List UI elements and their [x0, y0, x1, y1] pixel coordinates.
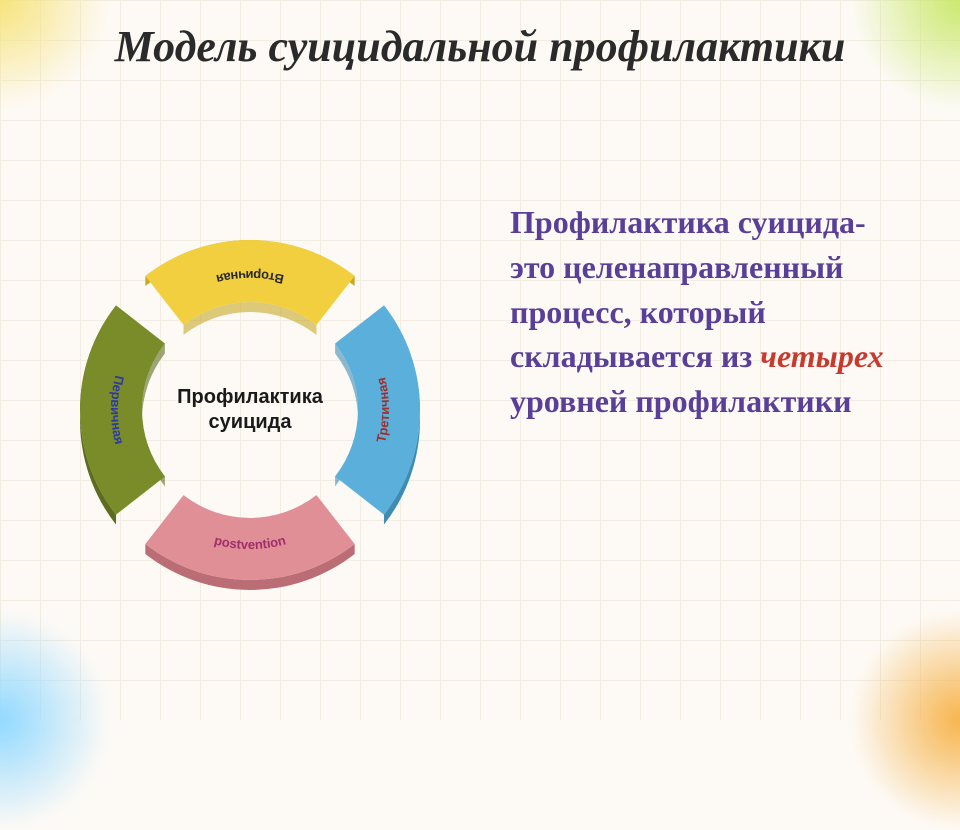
body-part2: уровней профилактики [510, 383, 852, 419]
body-highlight: четырех [760, 338, 883, 374]
ring-chart: ПервичнаяВторичнаяТретичнаяpostvention П… [30, 190, 470, 630]
ring-center-line1: Профилактика [177, 386, 323, 408]
text-column: Профилактика суицида- это целенаправленн… [510, 170, 930, 690]
slide: Модель суицидальной профилактики Первичн… [0, 0, 960, 720]
ring-column: ПервичнаяВторичнаяТретичнаяpostvention П… [30, 170, 490, 690]
slide-title: Модель суицидальной профилактики [0, 22, 960, 73]
ring-center-label: Профилактика суицида [177, 385, 323, 435]
ring-center-line2: суицида [209, 411, 292, 433]
content-row: ПервичнаяВторичнаяТретичнаяpostvention П… [30, 170, 930, 690]
body-text: Профилактика суицида- это целенаправленн… [510, 200, 910, 424]
